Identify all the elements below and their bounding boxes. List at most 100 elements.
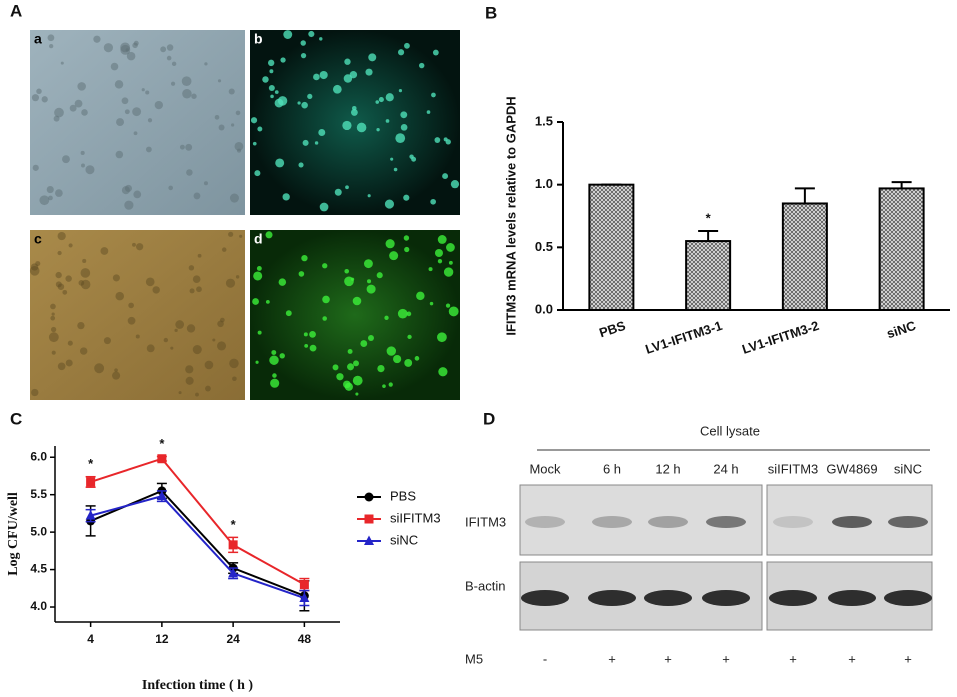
blot-band bbox=[648, 516, 688, 528]
cell bbox=[407, 334, 412, 340]
cell bbox=[192, 344, 202, 355]
column-label: 24 h bbox=[713, 461, 738, 476]
cell bbox=[51, 350, 56, 355]
blot-band bbox=[773, 516, 813, 528]
y-tick-label: 6.0 bbox=[30, 449, 47, 463]
x-axis-label: Infection time ( h ) bbox=[142, 678, 254, 693]
treatment-mark: - bbox=[543, 651, 547, 666]
cell bbox=[300, 52, 307, 59]
cell bbox=[205, 385, 211, 392]
marker bbox=[299, 580, 309, 590]
cell bbox=[77, 82, 86, 91]
cell bbox=[342, 120, 352, 131]
cell bbox=[229, 358, 239, 369]
cell bbox=[432, 49, 439, 56]
cell bbox=[275, 158, 285, 168]
y-tick-label: 4.5 bbox=[30, 562, 47, 576]
column-label: GW4869 bbox=[826, 461, 877, 476]
significance: * bbox=[706, 210, 712, 225]
bar bbox=[588, 183, 635, 312]
x-tick-label: 48 bbox=[298, 632, 312, 646]
micrograph bbox=[30, 30, 245, 215]
blot-band bbox=[525, 516, 565, 528]
cell bbox=[385, 239, 395, 249]
cell bbox=[133, 190, 142, 199]
cell bbox=[269, 69, 274, 74]
cell bbox=[31, 94, 40, 102]
cell bbox=[185, 365, 194, 374]
cell bbox=[48, 195, 53, 201]
treatment-mark: + bbox=[664, 651, 672, 666]
cell bbox=[53, 115, 60, 122]
image-label: c bbox=[34, 231, 42, 247]
cell bbox=[236, 148, 242, 153]
cell bbox=[133, 131, 138, 136]
x-tick-label: LV1-IFITM3-1 bbox=[643, 318, 724, 357]
cell bbox=[434, 137, 441, 143]
cell bbox=[252, 141, 257, 146]
cell bbox=[414, 356, 420, 361]
cell bbox=[80, 279, 91, 290]
y-tick-label: 1.5 bbox=[535, 113, 553, 128]
cell bbox=[41, 96, 48, 103]
row-label: IFITM3 bbox=[465, 514, 506, 529]
blot-band bbox=[706, 516, 746, 528]
cell bbox=[185, 376, 194, 385]
y-tick-label: 1.0 bbox=[535, 176, 553, 191]
cell bbox=[307, 93, 313, 100]
cell bbox=[36, 88, 42, 95]
cell bbox=[46, 185, 54, 194]
cell bbox=[319, 37, 323, 41]
cell bbox=[430, 198, 436, 205]
line bbox=[90, 495, 305, 599]
cell bbox=[174, 328, 178, 333]
cell bbox=[29, 266, 40, 276]
cell bbox=[274, 90, 279, 94]
cell bbox=[269, 355, 279, 365]
cell bbox=[115, 150, 124, 159]
cell bbox=[285, 310, 292, 317]
cell bbox=[438, 367, 448, 377]
cell bbox=[114, 80, 124, 89]
cell bbox=[32, 164, 39, 171]
cell bbox=[446, 243, 455, 252]
cell bbox=[309, 330, 316, 338]
cell bbox=[271, 350, 277, 355]
cell bbox=[50, 303, 56, 310]
cell bbox=[448, 260, 453, 265]
treatment-mark: + bbox=[904, 651, 912, 666]
cell bbox=[350, 277, 355, 281]
marker bbox=[156, 490, 167, 501]
marker bbox=[364, 492, 374, 502]
cell bbox=[262, 76, 269, 83]
cell bbox=[314, 141, 319, 145]
cell bbox=[126, 51, 136, 61]
cell bbox=[385, 119, 390, 123]
cell bbox=[65, 275, 72, 282]
cell bbox=[365, 68, 373, 76]
cell bbox=[171, 61, 177, 67]
cell bbox=[403, 235, 410, 241]
cell bbox=[82, 258, 87, 263]
cell bbox=[228, 88, 235, 95]
cell bbox=[352, 296, 362, 306]
blot-band bbox=[888, 516, 928, 528]
cell bbox=[428, 267, 433, 272]
cell bbox=[103, 43, 113, 53]
x-tick-label: PBS bbox=[597, 318, 627, 341]
treatment-mark: + bbox=[789, 651, 797, 666]
cell bbox=[332, 364, 339, 371]
cell bbox=[203, 181, 208, 186]
cell bbox=[103, 337, 111, 345]
cell bbox=[344, 58, 351, 65]
cell bbox=[197, 253, 202, 258]
cell bbox=[345, 185, 349, 190]
cell bbox=[437, 259, 443, 264]
line bbox=[90, 457, 305, 586]
cell bbox=[344, 268, 350, 274]
cell bbox=[136, 243, 144, 251]
cell bbox=[221, 247, 227, 252]
column-label: 12 h bbox=[655, 461, 680, 476]
cell bbox=[218, 124, 225, 131]
cell bbox=[366, 279, 372, 284]
